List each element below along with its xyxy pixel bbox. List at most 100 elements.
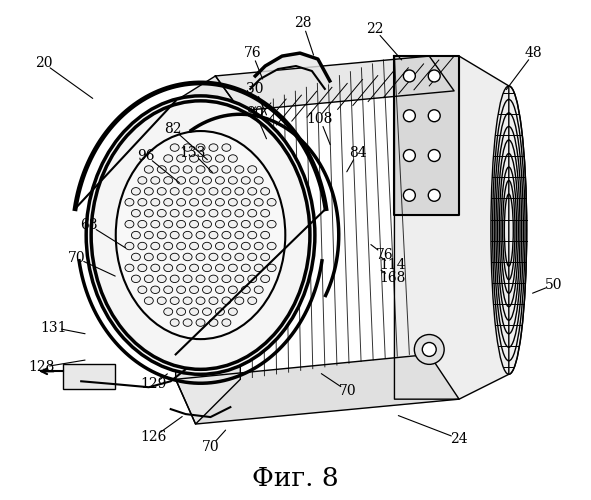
Text: 96: 96 [137,148,155,162]
Ellipse shape [157,188,166,195]
Ellipse shape [248,297,256,304]
Text: 76: 76 [243,46,261,60]
Ellipse shape [170,210,179,217]
Text: 128: 128 [28,360,54,374]
Ellipse shape [151,264,160,272]
Ellipse shape [491,86,527,374]
Text: 168: 168 [379,271,405,285]
Ellipse shape [157,166,166,173]
Ellipse shape [222,232,231,239]
Ellipse shape [222,188,231,195]
Ellipse shape [228,264,238,272]
Ellipse shape [183,297,192,304]
Ellipse shape [209,297,218,304]
Text: 126: 126 [141,430,167,444]
Ellipse shape [235,232,244,239]
Ellipse shape [267,198,276,206]
Ellipse shape [170,188,179,195]
Ellipse shape [203,286,212,294]
Circle shape [428,70,440,82]
Ellipse shape [267,242,276,250]
Ellipse shape [261,253,269,260]
Ellipse shape [131,253,141,260]
Circle shape [428,150,440,162]
Ellipse shape [241,242,250,250]
Circle shape [428,110,440,122]
Ellipse shape [190,264,199,272]
Ellipse shape [241,286,250,294]
Ellipse shape [254,286,263,294]
Ellipse shape [216,242,225,250]
Text: 20: 20 [35,56,52,70]
Circle shape [404,110,415,122]
Ellipse shape [241,176,250,184]
Ellipse shape [144,297,153,304]
Ellipse shape [228,308,238,316]
Ellipse shape [183,166,192,173]
Ellipse shape [216,286,225,294]
FancyBboxPatch shape [63,364,115,389]
Ellipse shape [138,286,147,294]
Ellipse shape [209,275,218,282]
Text: 70: 70 [202,440,219,454]
Ellipse shape [222,297,231,304]
Text: 24: 24 [450,432,468,446]
Text: 70: 70 [67,251,85,265]
Ellipse shape [196,210,205,217]
Ellipse shape [151,286,160,294]
Ellipse shape [248,188,256,195]
Polygon shape [394,56,459,215]
Circle shape [404,190,415,202]
Ellipse shape [151,242,160,250]
Ellipse shape [222,275,231,282]
Ellipse shape [209,188,218,195]
Ellipse shape [138,242,147,250]
Ellipse shape [209,232,218,239]
Ellipse shape [209,253,218,260]
Ellipse shape [125,264,134,272]
Ellipse shape [254,176,263,184]
Text: 50: 50 [545,278,562,292]
Ellipse shape [177,220,186,228]
Ellipse shape [248,210,256,217]
Ellipse shape [125,198,134,206]
Ellipse shape [164,176,173,184]
Ellipse shape [144,188,153,195]
Ellipse shape [267,264,276,272]
Circle shape [404,70,415,82]
Ellipse shape [228,242,238,250]
Ellipse shape [151,176,160,184]
Ellipse shape [144,253,153,260]
Ellipse shape [203,176,212,184]
Ellipse shape [248,253,256,260]
Ellipse shape [190,242,199,250]
Ellipse shape [164,308,173,316]
Ellipse shape [138,264,147,272]
Ellipse shape [190,220,199,228]
Ellipse shape [183,144,192,152]
Ellipse shape [177,198,186,206]
Ellipse shape [177,264,186,272]
Ellipse shape [235,188,244,195]
Ellipse shape [216,308,225,316]
Ellipse shape [131,210,141,217]
Ellipse shape [177,286,186,294]
Ellipse shape [157,232,166,239]
Ellipse shape [151,220,160,228]
Ellipse shape [203,198,212,206]
Ellipse shape [222,253,231,260]
Ellipse shape [196,166,205,173]
Text: 133: 133 [180,146,206,160]
Text: 129: 129 [141,377,167,391]
Ellipse shape [203,155,212,162]
Ellipse shape [170,319,179,326]
Ellipse shape [235,275,244,282]
Ellipse shape [170,144,179,152]
Circle shape [423,342,436,356]
Ellipse shape [164,198,173,206]
Ellipse shape [216,264,225,272]
Ellipse shape [196,275,205,282]
Ellipse shape [138,220,147,228]
Ellipse shape [254,198,263,206]
Ellipse shape [164,286,173,294]
